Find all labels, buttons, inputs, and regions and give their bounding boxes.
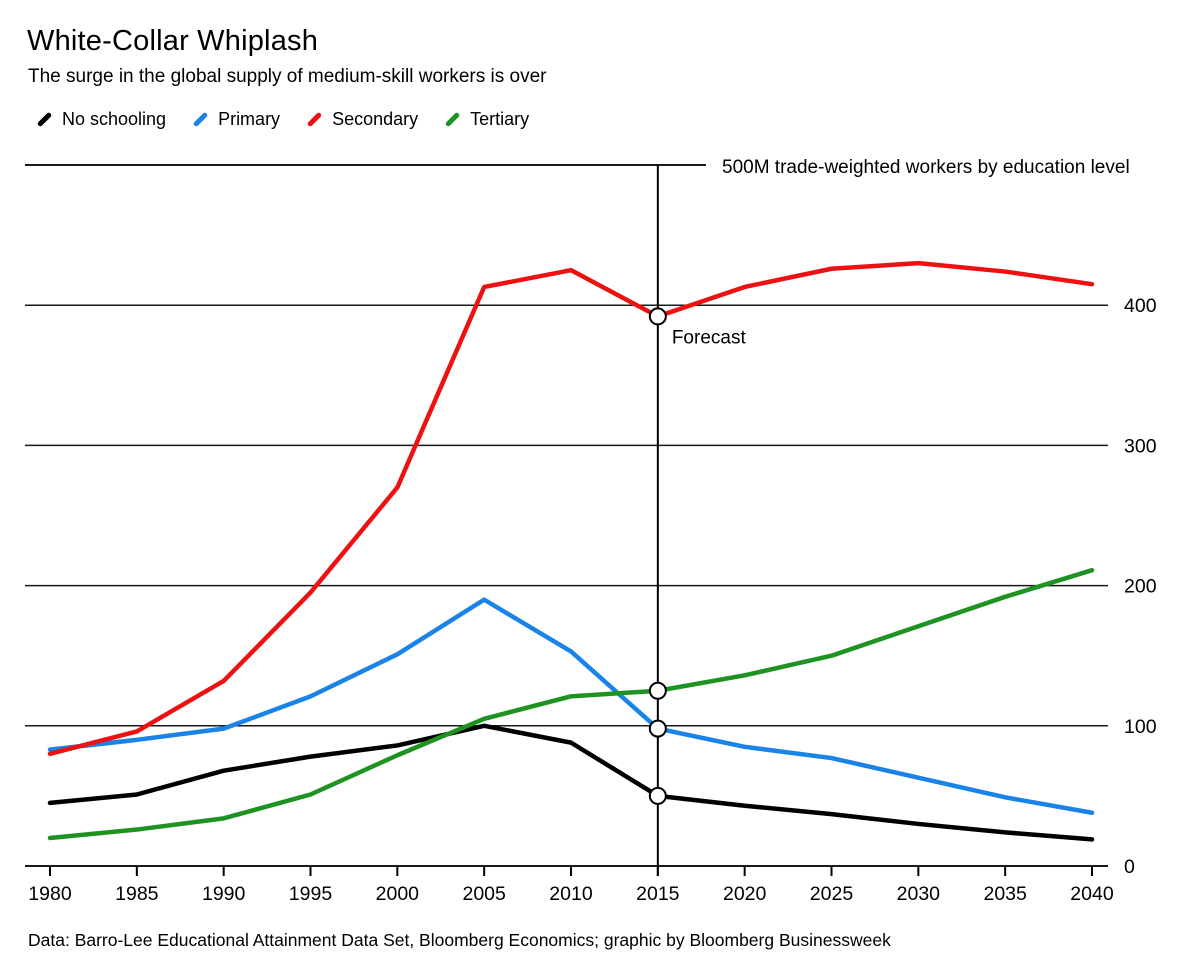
legend-item-tertiary: Tertiary (444, 109, 529, 130)
chart-title: White-Collar Whiplash (27, 25, 319, 57)
series-line-primary (47, 597, 1095, 815)
x-tick-label: 2010 (549, 883, 593, 905)
forecast-marker-primary (648, 719, 667, 738)
x-tick-label: 2000 (376, 883, 420, 905)
series-line-secondary (47, 260, 1095, 757)
x-tick-label: 1995 (289, 883, 333, 905)
forecast-marker-tertiary (648, 681, 667, 700)
forecast-marker-secondary (648, 307, 667, 326)
chart-subtitle: The surge in the global supply of medium… (28, 66, 547, 87)
legend-swatch-primary-icon (192, 111, 209, 128)
x-tick-label: 2040 (1070, 883, 1114, 905)
x-tick-label: 2025 (810, 883, 854, 905)
legend: No schooling Primary Secondary Tertiary (36, 109, 529, 130)
y-axis-label: 500M trade-weighted workers by education… (722, 157, 1130, 178)
y-tick-label: 400 (1124, 295, 1157, 317)
series-line-no-schooling (47, 723, 1095, 842)
legend-swatch-no-schooling-icon (36, 111, 53, 128)
legend-item-secondary: Secondary (306, 109, 418, 130)
series-line-tertiary (47, 567, 1095, 841)
forecast-label: Forecast (672, 327, 747, 348)
legend-label-tertiary: Tertiary (470, 109, 530, 129)
x-tick-label: 1985 (115, 883, 159, 905)
y-tick-label: 300 (1124, 435, 1157, 457)
forecast-marker-no-schooling (648, 786, 667, 805)
x-tick-label: 2015 (636, 883, 680, 905)
x-tick-label: 1980 (28, 883, 72, 905)
legend-swatch-secondary-icon (306, 111, 323, 128)
legend-item-no-schooling: No schooling (36, 109, 166, 130)
x-tick-label: 2030 (897, 883, 941, 905)
x-tick-label: 2035 (983, 883, 1027, 905)
legend-swatch-tertiary-icon (444, 111, 461, 128)
legend-item-primary: Primary (192, 109, 280, 130)
x-tick-label: 1990 (202, 883, 246, 905)
y-tick-label: 100 (1124, 716, 1157, 738)
x-tick-label: 2020 (723, 883, 767, 905)
y-tick-label: 0 (1124, 856, 1135, 878)
y-tick-label: 200 (1124, 576, 1157, 598)
legend-label-primary: Primary (218, 109, 281, 129)
legend-label-secondary: Secondary (332, 109, 419, 129)
x-tick-label: 2005 (462, 883, 506, 905)
legend-label-no-schooling: No schooling (62, 109, 167, 129)
source-credit: Data: Barro-Lee Educational Attainment D… (28, 930, 891, 950)
